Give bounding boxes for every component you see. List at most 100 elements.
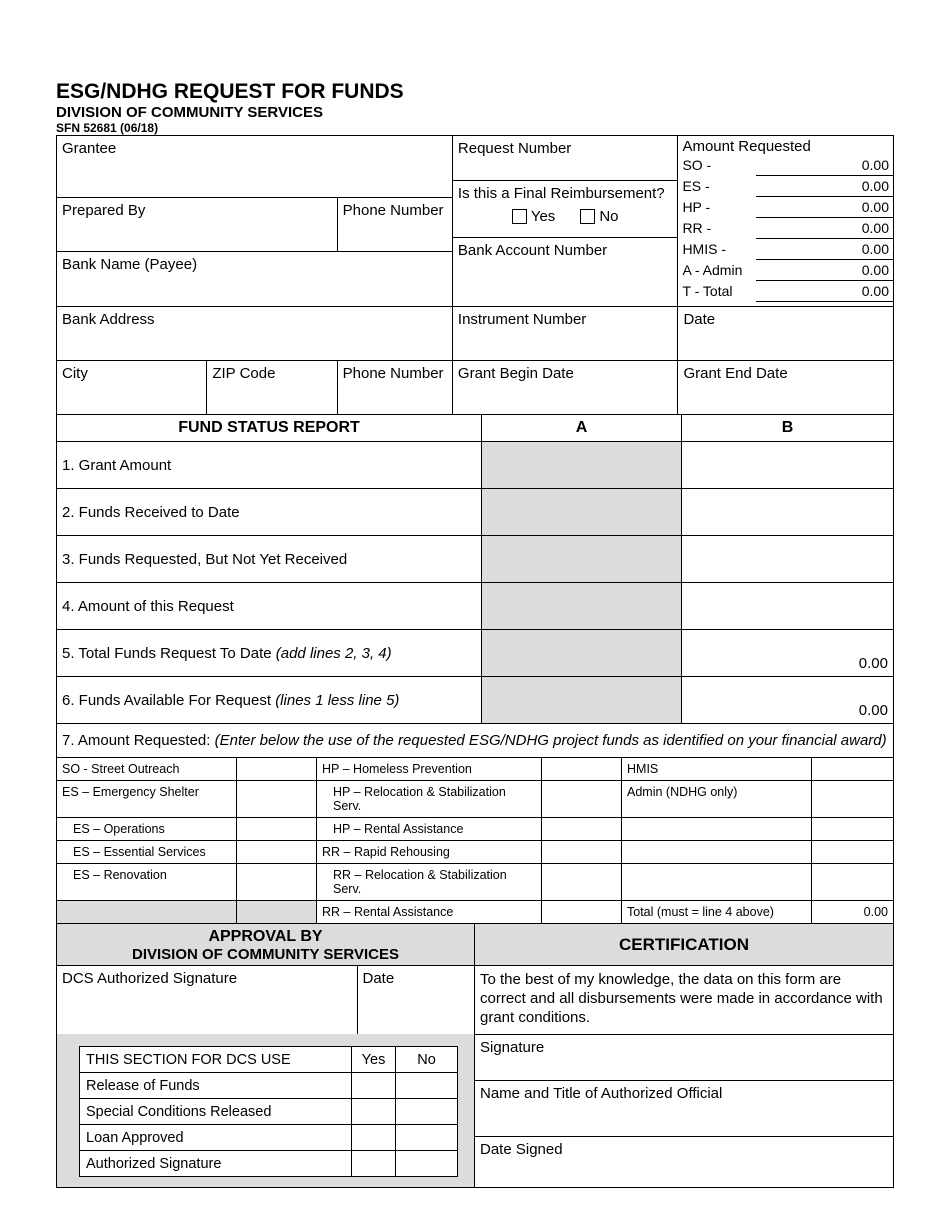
dcs-row-3-no[interactable] [396, 1151, 458, 1177]
grant-begin-label: Grant Begin Date [458, 365, 574, 382]
fund-row-5-b[interactable]: 0.00 [682, 630, 894, 677]
cat-left-5-val [237, 901, 317, 924]
fund-row-3-a[interactable] [482, 536, 682, 583]
dcs-row-2-yes[interactable] [352, 1125, 396, 1151]
dcs-row-2-no[interactable] [396, 1125, 458, 1151]
request-number-label: Request Number [458, 140, 571, 157]
bottom-grid: APPROVAL BY DIVISION OF COMMUNITY SERVIC… [56, 924, 894, 1188]
fund-row-6-a[interactable] [482, 677, 682, 724]
bank-acct-label: Bank Account Number [458, 242, 607, 259]
grantee-cell[interactable]: Grantee [57, 136, 453, 198]
amt-hmis-value[interactable]: 0.00 [756, 239, 893, 260]
cert-signature-cell[interactable]: Signature [475, 1034, 894, 1081]
cat-mid-2-val[interactable] [542, 818, 622, 841]
fund-status-header: FUND STATUS REPORT [57, 415, 482, 442]
cat-left-1-val[interactable] [237, 781, 317, 818]
dcs-use-section: THIS SECTION FOR DCS USE Yes No Release … [57, 1034, 475, 1188]
bank-name-cell[interactable]: Bank Name (Payee) [57, 252, 453, 306]
dcs-row-0: Release of Funds [80, 1073, 352, 1099]
no-checkbox[interactable] [580, 209, 595, 224]
dcs-row-0-no[interactable] [396, 1073, 458, 1099]
grant-begin-cell[interactable]: Grant Begin Date [452, 360, 678, 414]
amt-admin-value[interactable]: 0.00 [756, 260, 893, 281]
bank-address-label: Bank Address [62, 311, 155, 328]
fund-row-5-a[interactable] [482, 630, 682, 677]
cat-mid-3-val[interactable] [542, 841, 622, 864]
dcs-row-0-yes[interactable] [352, 1073, 396, 1099]
prepared-by-cell[interactable]: Prepared By [57, 198, 338, 252]
phone-1-cell[interactable]: Phone Number [337, 198, 452, 252]
cat-right-1: Admin (NDHG only) [622, 781, 812, 818]
cat-right-3 [622, 841, 812, 864]
cat-left-2-val[interactable] [237, 818, 317, 841]
fund-row-1-a[interactable] [482, 442, 682, 489]
zip-cell[interactable]: ZIP Code [207, 360, 337, 414]
approval-date-cell[interactable]: Date [357, 966, 474, 1034]
cat-mid-5-val[interactable] [542, 901, 622, 924]
amt-hmis-label: HMIS - [678, 239, 756, 260]
no-label: No [599, 208, 618, 225]
cat-total-val[interactable]: 0.00 [812, 901, 894, 924]
cert-name-title-cell[interactable]: Name and Title of Authorized Official [475, 1081, 894, 1136]
cat-mid-0-val[interactable] [542, 758, 622, 781]
instrument-number-cell[interactable]: Instrument Number [452, 306, 678, 360]
amt-hp-value[interactable]: 0.00 [756, 197, 893, 218]
fund-row-4-a[interactable] [482, 583, 682, 630]
request-number-cell[interactable]: Request Number [453, 136, 678, 180]
fund-row-2-a[interactable] [482, 489, 682, 536]
cat-right-4-val[interactable] [812, 864, 894, 901]
dcs-row-1-yes[interactable] [352, 1099, 396, 1125]
dcs-row-3-yes[interactable] [352, 1151, 396, 1177]
fund-row-3-b[interactable] [682, 536, 894, 583]
bank-address-cell[interactable]: Bank Address [57, 306, 453, 360]
cat-mid-1: HP – Relocation & Stabilization Serv. [317, 781, 542, 818]
dcs-signature-cell[interactable]: DCS Authorized Signature [57, 966, 357, 1034]
grant-end-cell[interactable]: Grant End Date [678, 360, 894, 414]
middle-cells: Request Number Is this a Final Reimburse… [452, 136, 678, 307]
col-a-header: A [482, 415, 682, 442]
cat-left-3-val[interactable] [237, 841, 317, 864]
cat-right-4 [622, 864, 812, 901]
bank-name-label: Bank Name (Payee) [62, 256, 197, 273]
fund-row-6-b[interactable]: 0.00 [682, 677, 894, 724]
fund-row-1-b[interactable] [682, 442, 894, 489]
yes-checkbox[interactable] [512, 209, 527, 224]
phone-2-cell[interactable]: Phone Number [337, 360, 452, 414]
cat-right-0: HMIS [622, 758, 812, 781]
cat-right-2-val[interactable] [812, 818, 894, 841]
amt-so-value[interactable]: 0.00 [756, 155, 893, 176]
cat-mid-4-val[interactable] [542, 864, 622, 901]
fund-row-2-b[interactable] [682, 489, 894, 536]
fund-row-4-label: 4. Amount of this Request [57, 583, 482, 630]
amt-total-value[interactable]: 0.00 [756, 281, 893, 302]
city-cell[interactable]: City [57, 360, 207, 414]
cat-mid-2: HP – Rental Assistance [317, 818, 542, 841]
cat-left-4-val[interactable] [237, 864, 317, 901]
fund-row-2-label: 2. Funds Received to Date [57, 489, 482, 536]
instrument-number-label: Instrument Number [458, 311, 586, 328]
amt-rr-value[interactable]: 0.00 [756, 218, 893, 239]
cat-right-0-val[interactable] [812, 758, 894, 781]
amt-so-label: SO - [678, 155, 756, 176]
certification-header: CERTIFICATION [475, 924, 894, 966]
cat-left-0-val[interactable] [237, 758, 317, 781]
date-cell[interactable]: Date [678, 306, 894, 360]
cert-date-signed-cell[interactable]: Date Signed [475, 1136, 894, 1187]
zip-label: ZIP Code [212, 365, 275, 382]
cat-right-3-val[interactable] [812, 841, 894, 864]
phone-2-label: Phone Number [343, 365, 444, 382]
amt-es-label: ES - [678, 176, 756, 197]
cat-right-1-val[interactable] [812, 781, 894, 818]
bank-acct-cell[interactable]: Bank Account Number [453, 237, 678, 292]
fund-row-1-label: 1. Grant Amount [57, 442, 482, 489]
cat-right-5: Total (must = line 4 above) [622, 901, 812, 924]
cert-date-signed-label: Date Signed [480, 1141, 563, 1158]
cat-left-5 [57, 901, 237, 924]
amt-es-value[interactable]: 0.00 [756, 176, 893, 197]
form-subtitle: DIVISION OF COMMUNITY SERVICES [56, 104, 894, 121]
dcs-row-1-no[interactable] [396, 1099, 458, 1125]
fund-row-4-b[interactable] [682, 583, 894, 630]
cat-mid-1-val[interactable] [542, 781, 622, 818]
prepared-by-label: Prepared By [62, 202, 145, 219]
form-title: ESG/NDHG REQUEST FOR FUNDS [56, 80, 894, 104]
